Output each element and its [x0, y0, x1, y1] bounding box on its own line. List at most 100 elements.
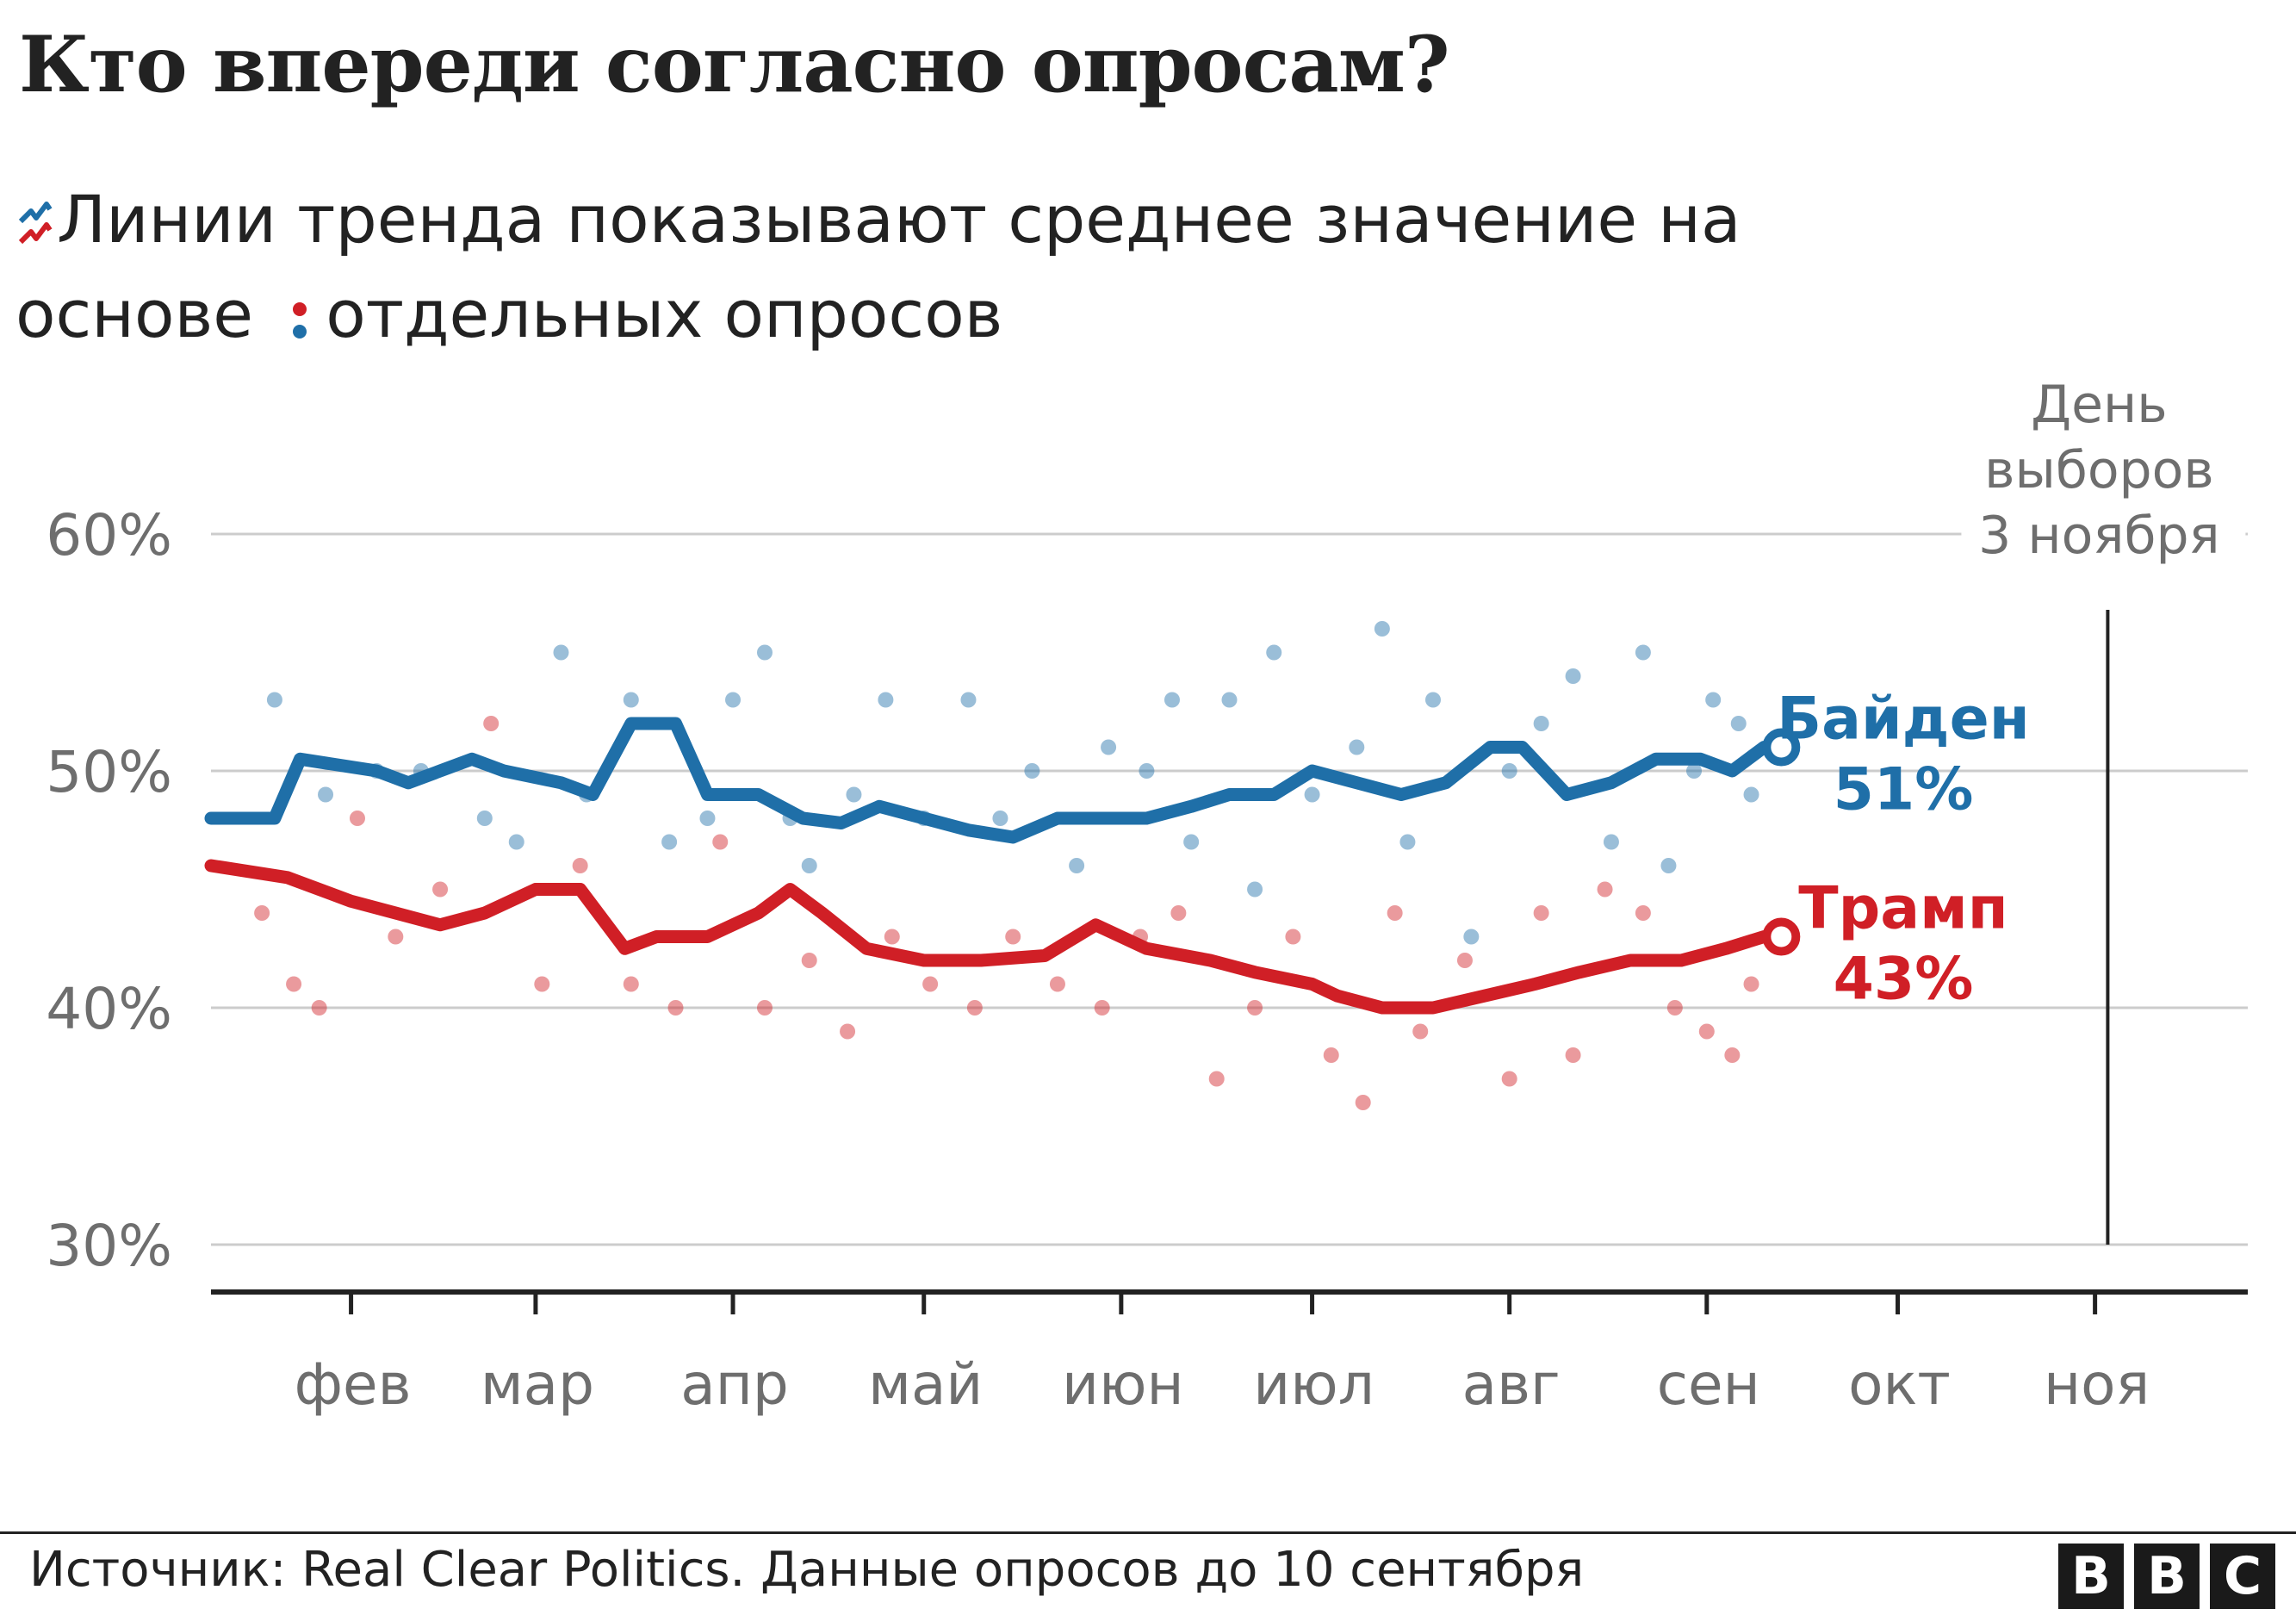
- poll-dot: [623, 976, 639, 992]
- x-tick-label: мар: [481, 1351, 594, 1418]
- poll-dot: [1533, 905, 1549, 921]
- x-tick-label: авг: [1462, 1351, 1561, 1418]
- poll-dot: [725, 692, 742, 708]
- poll-dot: [756, 644, 773, 661]
- poll-dot: [1743, 786, 1759, 803]
- poll-dot: [1069, 858, 1085, 873]
- subtitle-text-2: отдельных опросов: [326, 276, 1003, 352]
- poll-dot: [1208, 1071, 1225, 1087]
- poll-dot: [966, 1000, 983, 1016]
- end-label-name: Байден: [1777, 686, 2029, 754]
- bbc-logo-letter-1: B: [2058, 1544, 2124, 1609]
- poll-dot: [311, 1000, 327, 1016]
- poll-dot: [1101, 739, 1117, 755]
- poll-dot: [1266, 644, 1282, 661]
- poll-dot: [756, 1000, 773, 1016]
- poll-dot: [1355, 1095, 1371, 1110]
- poll-dot: [534, 976, 550, 992]
- poll-dot: [992, 811, 1008, 826]
- poll-dot: [1024, 763, 1040, 779]
- poll-dot: [623, 692, 639, 708]
- x-tick-label: апр: [680, 1351, 789, 1418]
- trend-lines-icon: [18, 202, 53, 245]
- poll-dot: [1743, 976, 1759, 992]
- poll-dot: [1412, 1023, 1429, 1040]
- poll-dot: [1387, 905, 1403, 921]
- trend-lines: [204, 717, 1771, 1015]
- bbc-logo-letter-2: B: [2134, 1544, 2200, 1609]
- poll-dot: [1635, 905, 1651, 921]
- poll-dot: [432, 881, 449, 898]
- chart-title: Кто впереди согласно опросам?: [19, 19, 1450, 110]
- poll-dot: [1425, 692, 1441, 708]
- poll-dot: [801, 858, 817, 873]
- x-axis: фев мар апр май июн июл авг сен окт ноя: [211, 1289, 2248, 1418]
- gridlines: [211, 532, 2248, 1246]
- poll-dot: [1698, 1023, 1715, 1040]
- bbc-logo-letter-3: C: [2210, 1544, 2275, 1609]
- footer-divider: [0, 1531, 2296, 1534]
- trend-line: [204, 717, 1771, 844]
- poll-dot: [1170, 905, 1187, 921]
- poll-dot: [1094, 1000, 1110, 1016]
- poll-dot: [1164, 692, 1180, 708]
- source-note: Источник: Real Clear Politics. Данные оп…: [29, 1542, 1585, 1598]
- poll-dot: [699, 811, 716, 826]
- poll-dot: [840, 1023, 856, 1040]
- poll-dot: [1247, 881, 1263, 898]
- poll-dot: [1565, 668, 1581, 684]
- y-tick-label: 50%: [46, 739, 172, 805]
- poll-dot: [1285, 929, 1301, 945]
- y-tick-label: 30%: [46, 1213, 172, 1279]
- y-tick-label: 40%: [46, 976, 172, 1042]
- poll-dot: [1374, 621, 1390, 637]
- poll-dot: [483, 716, 500, 731]
- x-tick-label: сен: [1657, 1351, 1760, 1418]
- poll-dot: [508, 834, 524, 850]
- poll-dot: [572, 858, 588, 873]
- poll-dot: [1686, 763, 1703, 779]
- poll-dot: [476, 811, 493, 826]
- poll-dot: [1705, 692, 1722, 708]
- poll-dot: [1349, 739, 1365, 755]
- poll-dot: [1533, 716, 1549, 731]
- poll-dot: [1463, 929, 1480, 945]
- x-tick-label: июн: [1062, 1351, 1184, 1418]
- end-label-name: Трамп: [1798, 875, 2008, 943]
- poll-dot: [1323, 1047, 1339, 1063]
- poll-dot: [318, 786, 334, 803]
- x-tick-label: окт: [1848, 1351, 1951, 1418]
- annotation-label-line: выборов: [1984, 440, 2214, 500]
- poll-dot: [1247, 1000, 1263, 1016]
- poll-dot: [1635, 644, 1651, 661]
- poll-dot: [1660, 858, 1677, 873]
- poll-dot: [1456, 953, 1473, 968]
- x-tick-label: фев: [295, 1351, 412, 1418]
- poll-dot: [1049, 976, 1065, 992]
- bbc-logo: B B C: [2058, 1544, 2275, 1609]
- end-marker: [1762, 917, 1801, 956]
- y-tick-label: 60%: [46, 502, 172, 568]
- poll-dot: [1565, 1047, 1581, 1063]
- annotation-label-background: [1961, 498, 2246, 558]
- poll-dot: [266, 692, 282, 708]
- end-label-value: 43%: [1834, 946, 1974, 1014]
- end-marker: [1762, 728, 1801, 767]
- poll-dots: [254, 621, 1759, 1110]
- poll-dot: [878, 692, 894, 708]
- x-tick-label: ноя: [2044, 1351, 2150, 1418]
- poll-dot: [1183, 834, 1200, 850]
- poll-dot: [846, 786, 862, 803]
- annotation-label-line: 3 ноября: [1978, 506, 2219, 566]
- polls-chart: 30% 40% 50% 60% фев мар апр май июн июл авг сен окт…: [46, 375, 2248, 1418]
- poll-dot: [553, 644, 569, 661]
- poll-dot: [349, 811, 365, 826]
- poll-dot: [661, 834, 678, 850]
- poll-dot: [1304, 786, 1320, 803]
- poll-dot: [286, 976, 302, 992]
- poll-dot: [1603, 834, 1619, 850]
- poll-dot: [388, 929, 404, 945]
- poll-dot: [1724, 1047, 1741, 1063]
- y-tick-labels: 30% 40% 50% 60%: [46, 502, 172, 1279]
- poll-dot: [254, 905, 270, 921]
